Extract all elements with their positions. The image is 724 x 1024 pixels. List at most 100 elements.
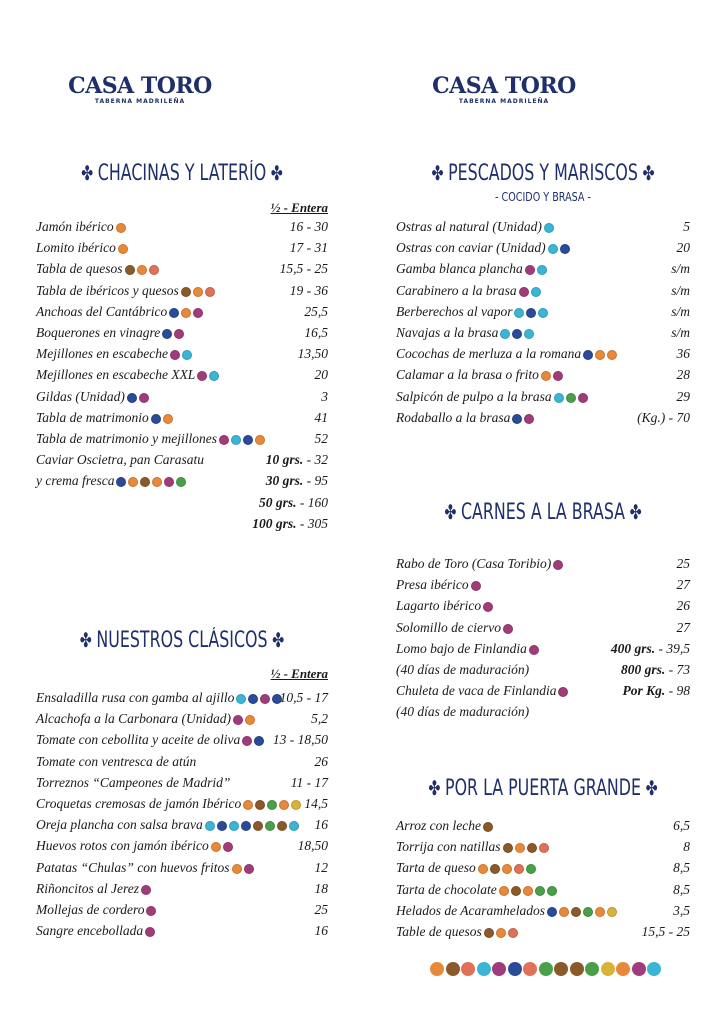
allergen-icon	[518, 286, 529, 297]
item-price-text: 16,5	[304, 325, 328, 340]
allergen-icon	[245, 715, 255, 726]
item-price-text: 3	[321, 388, 328, 404]
item-name: Calamar a la brasa o frito	[396, 366, 563, 384]
item-price: s/m	[396, 303, 690, 321]
allergen-icon	[255, 799, 266, 810]
allergen-icon	[228, 821, 239, 832]
logo-tagline: TABERNA MADRILEÑA	[94, 98, 186, 105]
item-price-text: s/m	[671, 303, 690, 319]
item-name: y crema fresca	[36, 472, 187, 490]
item-price-text: 8,5	[673, 881, 690, 897]
item-name: Ostras con caviar (Unidad)	[396, 239, 570, 257]
item-name-text: (40 días de maduración)	[396, 662, 530, 677]
item-price: 10 grs. - 32	[36, 451, 328, 469]
item-name-text: Tomate con ventresca de atún	[36, 753, 197, 769]
item-price-text: 19 - 36	[289, 282, 328, 298]
allergen-icon	[180, 286, 191, 297]
allergen-icon	[176, 477, 187, 488]
item-price-text: 8,5	[673, 860, 690, 876]
item-name: Anchoas del Cantábrico	[36, 303, 204, 321]
item-name: Table de quesos	[396, 923, 518, 941]
legend-icon	[600, 962, 615, 976]
item-quantity: 30 grs.	[265, 473, 304, 489]
legend-icon	[461, 962, 475, 976]
item-name-text: Cocochas de merluza a la romana	[396, 346, 582, 362]
section-title-text: POR LA PUERTA GRANDE	[445, 776, 641, 801]
allergen-icon	[470, 581, 481, 592]
item-price-text: 25	[676, 556, 691, 571]
item-price-text: 15,5 - 25	[641, 924, 690, 939]
legend-icon	[569, 962, 584, 976]
item-name-text: Presa ibérico	[396, 577, 469, 593]
legend-icon	[538, 962, 553, 976]
item-price: 25	[396, 555, 691, 573]
item-name-text: Berberechos al vapor	[396, 303, 513, 319]
item-price: s/m	[396, 260, 690, 278]
allergen-icon	[255, 434, 265, 445]
item-name-text: Carabinero a la brasa	[396, 282, 517, 298]
item-name: Oreja plancha con salsa brava	[36, 816, 299, 834]
section-title: ✤ CARNES A LA BRASA ✤	[444, 500, 642, 525]
logo: CASA TORO TABERNA MADRILEÑA	[404, 74, 604, 105]
item-price: 16	[36, 816, 329, 834]
legend-icon	[585, 962, 599, 976]
item-name: Huevos rotos con jamón ibérico	[36, 837, 233, 855]
item-name: Mejillones en escabeche XXL	[36, 366, 220, 384]
item-name: Tabla de ibéricos y quesos	[36, 282, 215, 300]
allergen-icon	[577, 392, 588, 403]
allergen-icon	[291, 799, 302, 810]
allergen-icon	[502, 623, 513, 634]
item-name-text: Mejillones en escabeche XXL	[36, 367, 196, 383]
legend-icon	[616, 962, 630, 976]
item-name-text: Mejillones en escabeche	[36, 346, 168, 362]
item-name-text: Helados de Acaramhelados	[396, 902, 545, 918]
allergen-icon	[209, 371, 220, 382]
item-price-text: 12	[314, 859, 329, 875]
item-name: (40 días de maduración)	[396, 703, 529, 721]
item-price-text: - 98	[668, 683, 690, 699]
allergen-icon	[140, 884, 151, 895]
item-name-text: Sangre encebollada	[36, 923, 144, 939]
item-name: Sangre encebollada	[36, 922, 156, 940]
allergen-icon	[595, 350, 606, 361]
item-price-text: 18,50	[297, 838, 328, 854]
item-name: Lomo bajo de Finlandia	[396, 640, 539, 658]
allergen-icon	[254, 736, 265, 747]
legend-icon	[445, 962, 460, 976]
item-price-text: s/m	[671, 261, 690, 277]
allergen-icon	[530, 286, 541, 297]
allergen-icon	[524, 413, 535, 424]
item-price: 3	[36, 388, 328, 406]
item-price: 13 - 18,50	[36, 731, 328, 749]
item-price: 16	[36, 922, 329, 940]
item-price-text: 13 - 18,50	[272, 732, 328, 748]
allergen-icon	[243, 799, 254, 810]
allergen-icon	[524, 265, 535, 276]
item-name: Ostras al natural (Unidad)	[396, 218, 554, 236]
item-price: 19 - 36	[36, 282, 328, 300]
legend-icon	[554, 962, 568, 976]
item-name: Gamba blanca plancha	[396, 260, 547, 278]
allergen-icon	[150, 413, 161, 424]
item-name-text: Gildas (Unidad)	[36, 388, 125, 404]
allergen-icon	[115, 222, 126, 233]
section-title-text: CARNES A LA BRASA	[460, 500, 626, 525]
allergen-icon	[116, 477, 127, 488]
item-name-text: Ensaladilla rusa con gamba al ajillo	[36, 690, 235, 705]
allergen-icon	[210, 842, 221, 853]
allergen-icon	[204, 286, 215, 297]
allergen-icon	[606, 906, 617, 917]
item-price-text: 16 - 30	[289, 219, 328, 234]
item-name-text: Oreja plancha con salsa brava	[36, 817, 203, 833]
item-price-text: 5	[683, 219, 690, 234]
item-name-text: Lagarto ibérico	[396, 598, 482, 614]
item-price: s/m	[396, 282, 690, 300]
allergen-icon	[553, 559, 564, 570]
allergen-icon	[148, 265, 159, 276]
allergen-icon	[547, 244, 558, 255]
item-name: Helados de Acaramhelados	[396, 902, 617, 920]
allergen-icon	[288, 821, 299, 832]
allergen-icon	[514, 843, 525, 854]
section-subtitle: - COCIDO Y BRASA -	[494, 190, 592, 204]
item-price: 28	[396, 366, 691, 384]
